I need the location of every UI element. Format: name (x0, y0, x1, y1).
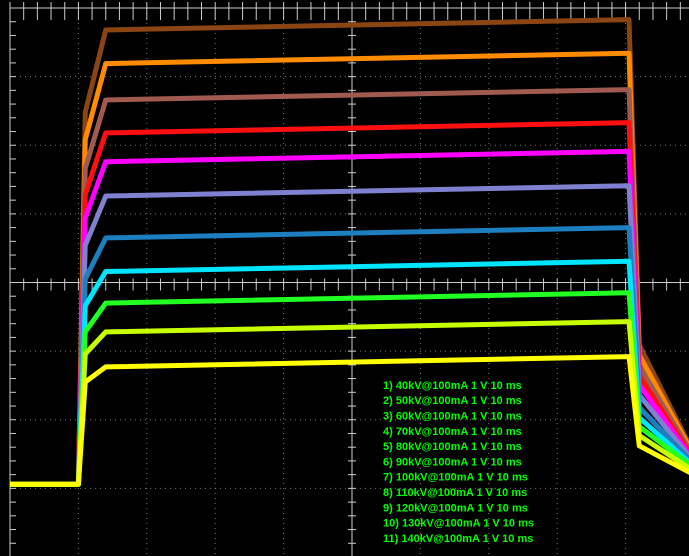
legend: 1) 40kV@100mA 1 V 10 ms 2) 50kV@100mA 1 V… (383, 380, 534, 545)
legend-entry: 11) 140kV@100mA 1 V 10 ms (383, 533, 533, 545)
legend-entry: 10) 130kV@100mA 1 V 10 ms (383, 518, 534, 530)
legend-entry: 5) 80kV@100mA 1 V 10 ms (383, 441, 522, 453)
trace (10, 354, 689, 487)
legend-entry: 2) 50kV@100mA 1 V 10 ms (383, 395, 522, 407)
legend-entry: 4) 70kV@100mA 1 V 10 ms (383, 426, 522, 438)
traces (10, 17, 689, 487)
legend-entry: 9) 120kV@100mA 1 V 10 ms (383, 502, 528, 514)
legend-entry: 8) 110kV@100mA 1 V 10 ms (383, 487, 527, 499)
legend-entry: 3) 60kV@100mA 1 V 10 ms (383, 411, 522, 423)
grid (9, 2, 689, 556)
screen-frame (9, 7, 689, 556)
legend-entry: 7) 100kV@100mA 1 V 10 ms (383, 472, 528, 484)
legend-entry: 1) 40kV@100mA 1 V 10 ms (383, 380, 522, 392)
legend-entry: 6) 90kV@100mA 1 V 10 ms (383, 456, 522, 468)
